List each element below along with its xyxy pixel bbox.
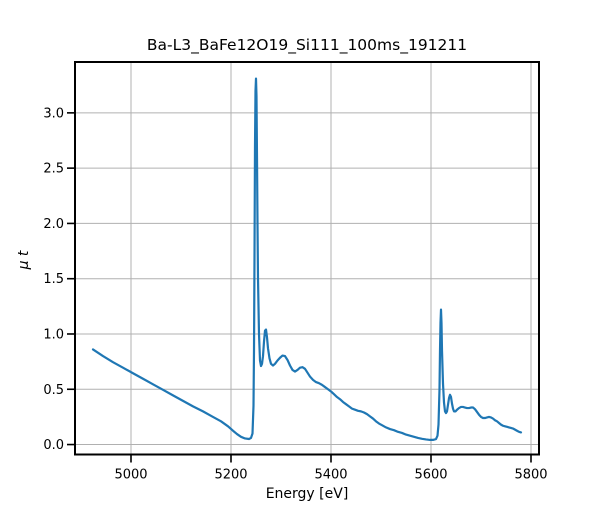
y-tick-label: 2.0: [43, 217, 64, 232]
x-axis-label: Energy [eV]: [265, 486, 349, 502]
chart-title: Ba-L3_BaFe12O19_Si111_100ms_191211: [146, 36, 468, 54]
y-tick-label: 1.0: [43, 327, 64, 342]
y-tick-label: 3.0: [43, 106, 64, 121]
y-tick-label: 1.5: [43, 272, 64, 287]
data-line: [91, 77, 523, 442]
x-tick-label: 5200: [214, 468, 247, 483]
y-tick-label: 0.0: [43, 438, 64, 453]
x-tick-label: 5000: [114, 468, 147, 483]
x-tick-label: 5800: [514, 468, 547, 483]
x-tick-label: 5600: [414, 468, 447, 483]
x-tick-label: 5400: [314, 468, 347, 483]
y-tick-label: 2.5: [43, 162, 64, 177]
y-tick-label: 0.5: [43, 383, 64, 398]
axes-frame: [74, 61, 540, 456]
